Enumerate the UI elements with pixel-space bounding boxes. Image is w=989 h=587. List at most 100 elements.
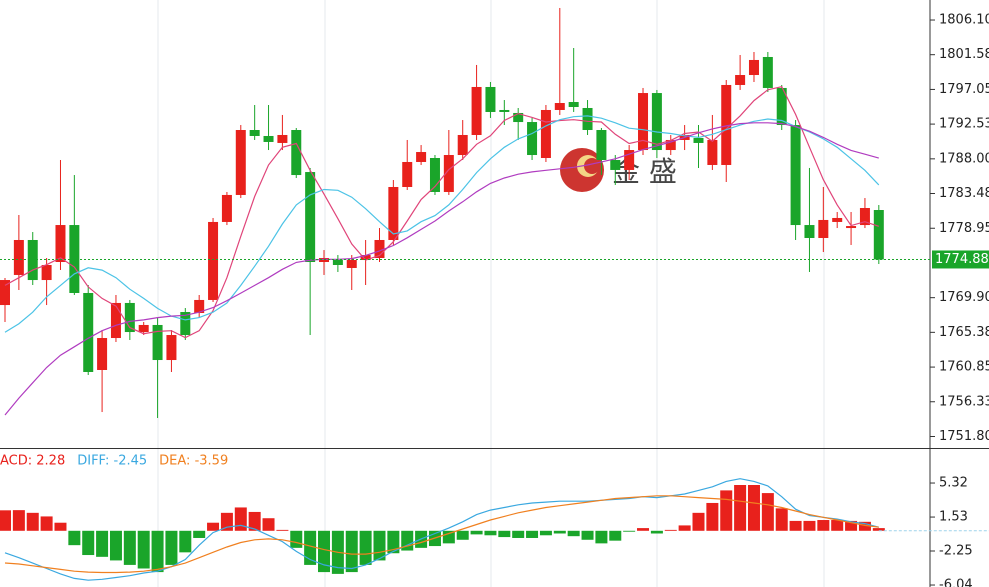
candle-body	[27, 239, 38, 281]
legend-entry: DEA: -3.59	[159, 454, 228, 469]
macd-bar	[692, 512, 705, 531]
macd-bar	[456, 530, 469, 540]
candle-body	[319, 258, 330, 263]
watermark: 金 盛	[560, 148, 677, 192]
macd-bar	[553, 530, 566, 534]
line-series	[4, 86, 879, 339]
macd-bar	[567, 530, 580, 537]
candle-body	[97, 338, 108, 370]
macd-bar	[817, 520, 830, 531]
candle-body	[513, 112, 524, 123]
macd-bar	[678, 525, 691, 531]
candle-body	[527, 122, 538, 156]
candle-body	[346, 260, 357, 268]
candle-body	[499, 109, 510, 112]
candle-body	[707, 139, 718, 165]
candle-body	[748, 59, 759, 76]
macd-bar	[165, 530, 178, 565]
macd-bar	[123, 530, 136, 565]
macd-bar	[276, 529, 289, 531]
macd-bar	[512, 530, 525, 538]
macd-bar	[831, 520, 844, 531]
watermark-text: 金 盛	[612, 155, 677, 188]
last-price-box	[932, 250, 989, 269]
y-tick-label: 1.53	[939, 510, 968, 525]
candle-body	[832, 217, 843, 222]
candle-body	[388, 186, 399, 240]
macd-bar	[484, 530, 497, 536]
macd-bar	[68, 530, 81, 546]
candle-body	[443, 155, 454, 192]
candle-body	[402, 161, 413, 187]
macd-bar	[498, 530, 511, 538]
candle-body	[263, 135, 274, 142]
candle-body	[180, 312, 191, 336]
candle-body	[41, 264, 52, 281]
y-tick-label: 1769.90	[939, 290, 989, 305]
candle-body	[69, 225, 80, 293]
macd-bar	[595, 530, 608, 544]
candle-body	[596, 130, 607, 160]
macd-bar	[650, 530, 663, 534]
y-tick-label: 1806.10	[939, 13, 989, 28]
candle-body	[0, 280, 10, 306]
candle-body	[194, 299, 205, 314]
candle-body	[651, 93, 662, 151]
candle-body	[124, 302, 135, 333]
candle-body	[221, 194, 232, 222]
macd-bar	[581, 530, 594, 540]
candle-body	[416, 152, 427, 162]
candle-body	[166, 335, 177, 361]
candle-body	[55, 225, 66, 263]
candle-body	[665, 139, 676, 151]
candle-body	[568, 102, 579, 107]
candle-body	[291, 130, 302, 176]
candle-body	[721, 84, 732, 165]
candle-body	[610, 159, 621, 170]
macd-bar	[623, 530, 636, 532]
candle-body	[332, 260, 343, 265]
candle-body	[374, 239, 385, 259]
macd-bar	[151, 530, 164, 573]
macd-bar	[290, 530, 303, 548]
macd-bar	[526, 530, 539, 538]
y-tick-label: 1792.53	[939, 117, 989, 132]
macd-bar	[775, 508, 788, 531]
candle-body	[152, 324, 163, 361]
candle-body	[305, 172, 316, 263]
candle-body	[429, 158, 440, 192]
macd-bar	[845, 520, 858, 531]
candle-body	[818, 219, 829, 238]
line-series	[4, 122, 879, 416]
macd-bar	[207, 522, 220, 531]
candle-body	[846, 226, 857, 229]
candle-body	[208, 221, 219, 300]
macd-bar	[82, 530, 95, 556]
y-tick-label: 1760.85	[939, 360, 989, 375]
candle-body	[776, 87, 787, 126]
macd-bar	[761, 493, 774, 531]
candle-body	[540, 109, 551, 159]
macd-bar	[470, 530, 483, 535]
macd-bar	[54, 522, 67, 531]
y-tick-label: -6.04	[939, 578, 973, 587]
macd-bar	[109, 530, 122, 561]
line-series	[4, 115, 880, 333]
y-tick-label: 1797.05	[939, 82, 989, 97]
last-price-label: 1774.88	[935, 252, 989, 267]
y-tick-label: 1783.48	[939, 186, 989, 201]
candle-body	[471, 86, 482, 135]
line-series	[4, 478, 879, 581]
candle-body	[859, 208, 870, 226]
candle-body	[13, 239, 24, 275]
macd-bar	[137, 530, 150, 569]
macd-bar	[318, 530, 331, 573]
macd-bar	[637, 528, 650, 531]
candle-body	[235, 130, 246, 195]
macd-bar	[359, 530, 372, 565]
macd-bar	[248, 511, 261, 531]
logo	[584, 158, 600, 174]
macd-bar	[26, 512, 39, 531]
candle-body	[249, 130, 260, 136]
macd-bar	[96, 530, 109, 557]
